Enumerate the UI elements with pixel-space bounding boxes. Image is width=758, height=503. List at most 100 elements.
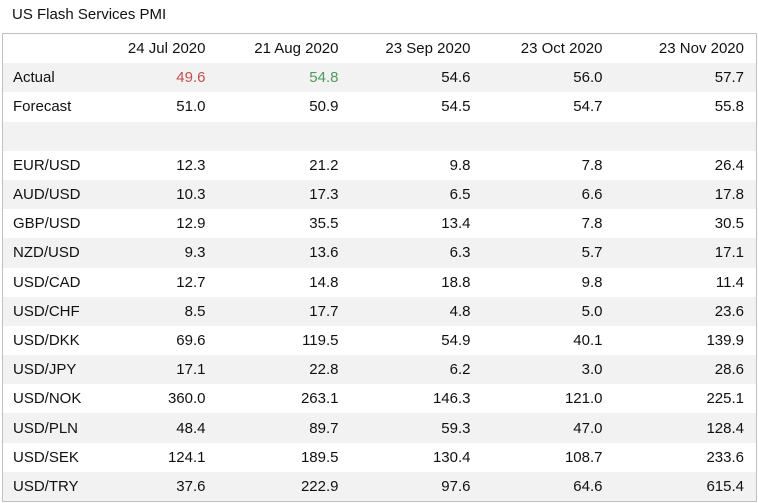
value-cell: 9.8 [449,156,471,174]
value-cell: 225.1 [706,390,744,408]
value-cell: 8.5 [184,302,206,320]
value-cell: 6.6 [581,186,603,204]
value-cell: 5.0 [581,302,603,320]
value-cell: 11.4 [715,273,744,291]
table-row: Actual 49.6 54.8 54.6 56.0 57.7 [2,63,757,93]
table-row: USD/DKK 69.6 119.5 54.9 40.1 139.9 [3,326,757,355]
value-cell: 615.4 [706,477,744,495]
value-cell: 7.8 [581,156,603,174]
value-cell: 54.5 [441,98,471,116]
table-row: Forecast 51.0 50.9 54.5 54.7 55.8 [3,92,757,121]
value-cell: 263.1 [300,390,339,408]
value-cell: 17.3 [309,186,339,204]
value-cell: 54.6 [441,69,471,87]
value-cell: 128.4 [706,419,744,437]
value-cell: 12.9 [176,215,206,233]
value-cell: 233.6 [706,448,744,466]
value-cell: 55.8 [714,98,744,116]
header-row: 24 Jul 2020 21 Aug 2020 23 Sep 2020 23 Oct … [3,34,757,64]
value-cell: 9.3 [184,244,206,262]
value-cell: 10.3 [176,186,206,204]
value-cell: 3.0 [581,361,603,379]
table-row: USD/SEK 124.1 189.5 130.4 108.7 233.6 [3,443,757,472]
row-label: GBP/USD [13,215,81,233]
value-cell: 6.3 [449,244,471,262]
value-cell: 50.9 [309,98,339,116]
value-cell: 56.0 [573,69,603,87]
value-cell: 54.7 [573,98,603,116]
value-cell: 69.6 [176,331,206,349]
value-cell: 17.7 [309,302,339,320]
value-cell: 108.7 [564,448,603,466]
table-row: AUD/USD 10.3 17.3 6.5 6.6 17.8 [2,179,757,210]
value-cell: 57.7 [714,69,744,87]
row-label: NZD/USD [13,244,80,262]
value-cell: 9.8 [581,273,603,291]
table-row: USD/CHF 8.5 17.7 4.8 5.0 23.6 [2,296,757,326]
value-cell: 30.5 [714,215,744,233]
value-cell: 124.1 [167,448,206,466]
value-cell: 49.6 [176,69,206,87]
row-label: Actual [13,69,55,87]
column-header: 24 Jul 2020 [127,40,206,58]
value-cell: 12.3 [176,156,206,174]
row-label: USD/DKK [13,331,80,349]
value-cell: 28.6 [714,361,744,379]
value-cell: 13.6 [309,244,339,262]
row-label: USD/NOK [13,390,82,408]
table-header: 24 Jul 2020 21 Aug 2020 23 Sep 2020 23 Oct … [3,34,757,64]
row-label: AUD/USD [13,186,81,204]
spacer-row [2,121,757,151]
value-cell: 17.1 [176,361,206,379]
value-cell: 37.6 [176,477,206,495]
value-cell: 17.1 [714,244,744,262]
table-row: USD/JPY 17.1 22.8 6.2 3.0 28.6 [2,355,757,385]
row-label: USD/SEK [13,448,79,466]
value-cell: 14.8 [309,273,339,291]
value-cell: 47.0 [573,419,603,437]
value-cell: 48.4 [176,419,206,437]
value-cell: 54.9 [441,331,471,349]
value-cell: 23.6 [714,302,744,320]
value-cell: 222.9 [300,477,339,495]
value-cell: 64.6 [573,477,603,495]
value-cell: 5.7 [581,244,603,262]
column-header: 23 Sep 2020 [385,40,471,58]
value-cell: 7.8 [581,215,603,233]
value-cell: 40.1 [573,331,603,349]
row-label: Forecast [13,98,72,116]
value-cell: 51.0 [176,98,206,116]
value-cell: 13.4 [441,215,471,233]
corner-cell [3,34,103,64]
row-label: USD/TRY [13,477,79,495]
value-cell: 139.9 [706,331,744,349]
table-row: GBP/USD 12.9 35.5 13.4 7.8 30.5 [3,209,757,238]
value-cell: 26.4 [714,156,744,174]
column-header: 23 Nov 2020 [658,40,744,58]
column-header: 23 Oct 2020 [520,40,603,58]
table-row: USD/PLN 48.4 89.7 59.3 47.0 128.4 [2,413,757,443]
spacer-cell [3,122,757,151]
value-cell: 6.2 [449,361,471,379]
table-row: USD/CAD 12.7 14.8 18.8 9.8 11.4 [3,268,757,297]
value-cell: 121.0 [564,390,603,408]
value-cell: 59.3 [441,419,471,437]
table-row: USD/TRY 37.6 222.9 97.6 64.6 615.4 [2,471,757,502]
value-cell: 97.6 [441,477,471,495]
value-cell: 89.7 [309,419,339,437]
value-cell: 35.5 [309,215,339,233]
row-label: USD/PLN [13,419,79,437]
row-label: USD/CHF [13,302,80,320]
table-row: NZD/USD 9.3 13.6 6.3 5.7 17.1 [2,238,757,268]
table-body: Actual 49.6 54.8 54.6 56.0 57.7 Forecast 51.0 50… [2,63,757,502]
value-cell: 119.5 [302,331,339,349]
value-cell: 4.8 [449,302,471,320]
value-cell: 146.3 [432,390,471,408]
table-title: US Flash Services PMI [12,6,167,23]
row-label: EUR/USD [13,156,81,174]
value-cell: 360.0 [167,390,206,408]
value-cell: 54.8 [309,69,339,87]
table-row: EUR/USD 12.3 21.2 9.8 7.8 26.4 [3,151,757,180]
table-row: USD/NOK 360.0 263.1 146.3 121.0 225.1 [3,384,757,413]
